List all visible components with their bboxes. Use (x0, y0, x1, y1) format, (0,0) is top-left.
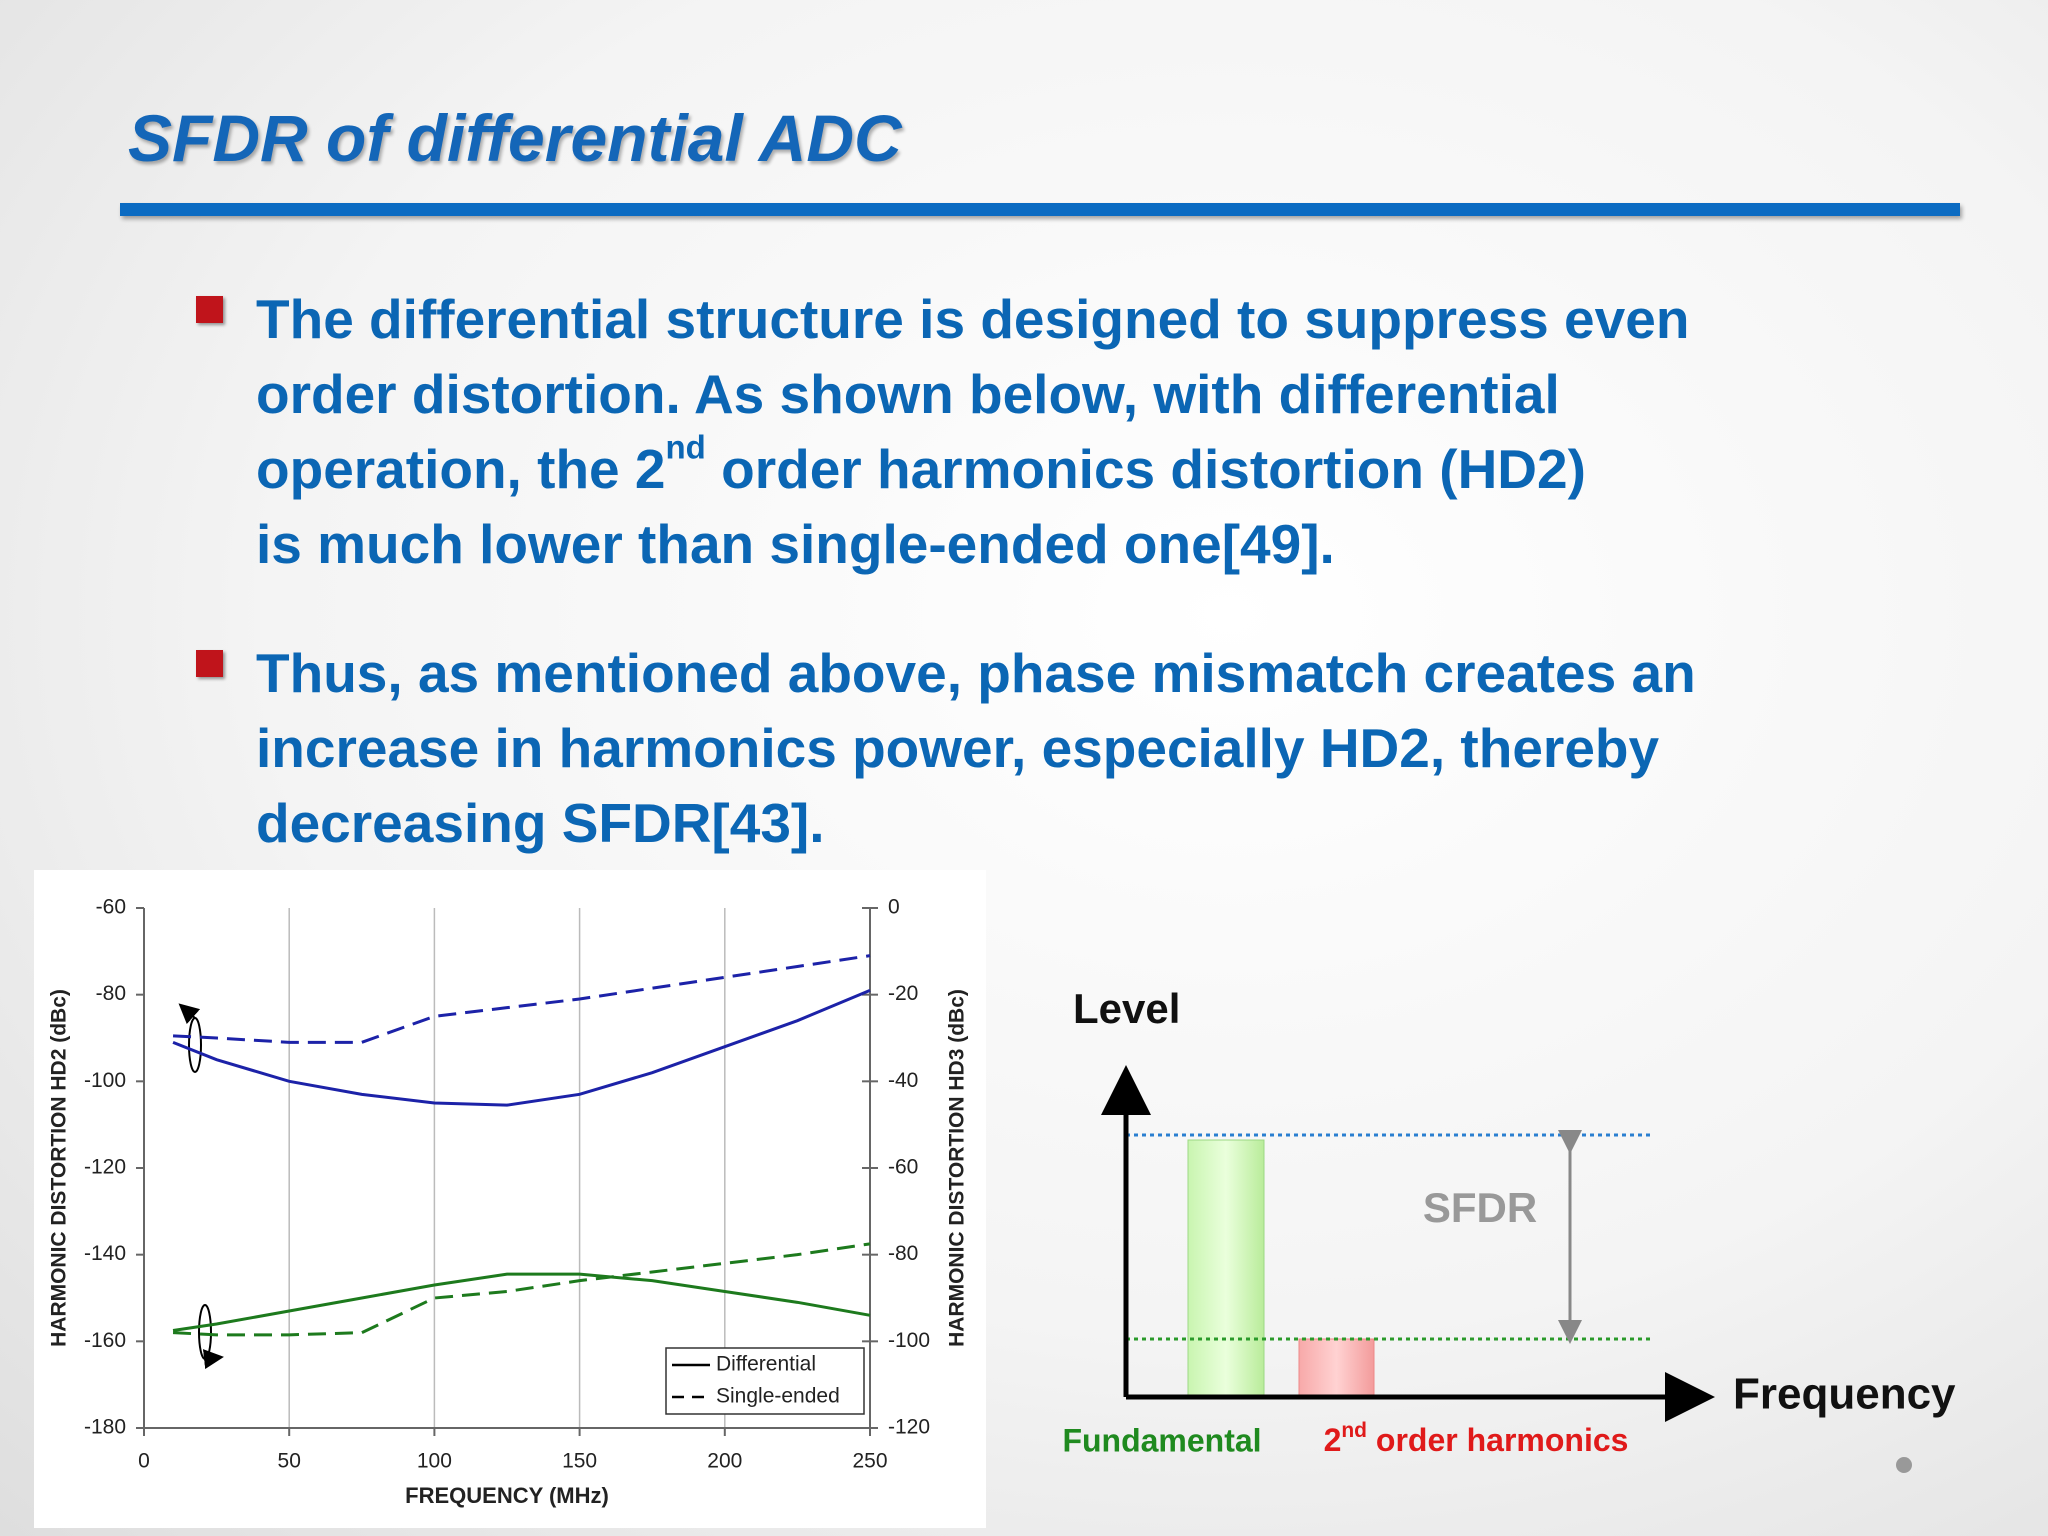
y2-tick-label: -40 (888, 1069, 918, 1092)
axis-marker (198, 1304, 212, 1360)
legend-label: Differential (716, 1353, 816, 1376)
level-label: Level (1073, 985, 1180, 1032)
text-run: decreasing SFDR[43]. (256, 792, 825, 854)
text-run: The differential structure is designed t… (256, 288, 1690, 350)
text-line: is much lower than single-ended one[49]. (256, 507, 1689, 582)
frequency-label: Frequency (1733, 1370, 1956, 1419)
axis-marker-arrow (178, 1003, 201, 1025)
text-run: is much lower than single-ended one[49]. (256, 513, 1335, 575)
axis-marker-arrow (202, 1349, 224, 1370)
y2-tick-label: -120 (888, 1416, 930, 1439)
y2-axis-title: HARMONIC DISTORTION HD3 (dBc) (946, 989, 969, 1347)
series-line (172, 954, 871, 1044)
y-tick-label: -120 (84, 1156, 126, 1179)
x-axis-title: FREQUENCY (MHz) (405, 1483, 609, 1508)
slide-dot (1896, 1457, 1912, 1473)
harmonic-bar (1298, 1338, 1375, 1398)
text-line: The differential structure is designed t… (256, 282, 1689, 357)
sfdr-label: SFDR (1423, 1184, 1537, 1231)
series-line (172, 988, 871, 1107)
y2-tick-label: -60 (888, 1156, 918, 1179)
y2-tick-label: -80 (888, 1242, 918, 1265)
text-line: decreasing SFDR[43]. (256, 786, 1696, 861)
chart-panel (34, 870, 986, 1528)
y-tick-label: -60 (96, 896, 126, 919)
series-line (172, 1272, 871, 1332)
bullet-text: The differential structure is designed t… (256, 282, 1689, 582)
fundamental-bar (1187, 1139, 1265, 1398)
text-line: order distortion. As shown below, with d… (256, 357, 1689, 432)
bullet-text: Thus, as mentioned above, phase mismatch… (256, 636, 1696, 861)
text-run: Thus, as mentioned above, phase mismatch… (256, 642, 1696, 704)
legend-label: Single-ended (716, 1385, 840, 1408)
y-tick-label: -160 (84, 1329, 126, 1352)
text-run: order distortion. As shown below, with d… (256, 363, 1560, 425)
text-line: increase in harmonics power, especially … (256, 711, 1696, 786)
legend-box (665, 1347, 865, 1415)
text-run: 2 (1324, 1422, 1342, 1458)
x-tick-label: 200 (707, 1450, 742, 1473)
text-run: order harmonics distortion (HD2) (705, 438, 1586, 500)
y2-tick-label: -20 (888, 982, 918, 1005)
y2-tick-label: 0 (888, 896, 900, 919)
y-tick-label: -140 (84, 1242, 126, 1265)
text-run: order harmonics (1367, 1422, 1628, 1458)
title-rule (120, 203, 1960, 216)
bullet-marker (196, 650, 223, 677)
slide-title: SFDR of differential ADC (128, 101, 902, 175)
y-axis-title: HARMONIC DISTORTION HD2 (dBc) (48, 989, 71, 1347)
x-tick-label: 100 (417, 1450, 452, 1473)
harmonic-label: 2nd order harmonics (1324, 1419, 1629, 1458)
text-line: operation, the 2nd order harmonics disto… (256, 430, 1689, 507)
fundamental-label: Fundamental (1062, 1422, 1261, 1458)
x-tick-label: 0 (138, 1450, 150, 1473)
x-tick-label: 150 (562, 1450, 597, 1473)
axis-marker (188, 1017, 202, 1073)
y-tick-label: -80 (96, 982, 126, 1005)
text-run: operation, the 2 (256, 438, 666, 500)
x-tick-label: 250 (852, 1450, 887, 1473)
y-tick-label: -100 (84, 1069, 126, 1092)
series-line (172, 1242, 871, 1337)
superscript: nd (1341, 1419, 1367, 1442)
text-run: increase in harmonics power, especially … (256, 717, 1660, 779)
y2-tick-label: -100 (888, 1329, 930, 1352)
superscript: nd (665, 428, 706, 466)
y-tick-label: -180 (84, 1416, 126, 1439)
x-tick-label: 50 (278, 1450, 301, 1473)
bullet-marker (196, 296, 223, 323)
text-line: Thus, as mentioned above, phase mismatch… (256, 636, 1696, 711)
